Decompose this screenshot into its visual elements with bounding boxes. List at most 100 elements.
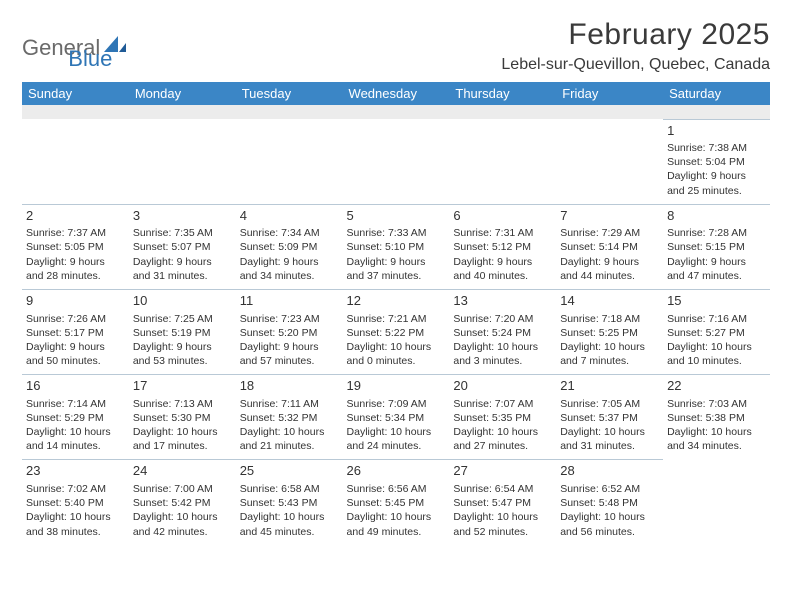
day-header-thursday: Thursday: [449, 82, 556, 105]
calendar-cell: 15Sunrise: 7:16 AMSunset: 5:27 PMDayligh…: [663, 289, 770, 374]
calendar-cell: [236, 119, 343, 204]
calendar-week-row: 1Sunrise: 7:38 AMSunset: 5:04 PMDaylight…: [22, 119, 770, 204]
sunset-text: Sunset: 5:38 PM: [667, 411, 766, 425]
sunrise-text: Sunrise: 7:16 AM: [667, 312, 766, 326]
calendar-cell: 6Sunrise: 7:31 AMSunset: 5:12 PMDaylight…: [449, 204, 556, 289]
sunrise-text: Sunrise: 7:13 AM: [133, 397, 232, 411]
day-header-tuesday: Tuesday: [236, 82, 343, 105]
sunrise-text: Sunrise: 7:35 AM: [133, 226, 232, 240]
calendar-week-row: 23Sunrise: 7:02 AMSunset: 5:40 PMDayligh…: [22, 460, 770, 545]
calendar-cell: 24 Sunrise: 7:00 AMSunset: 5:42 PMDayligh…: [129, 460, 236, 545]
sunrise-text: Sunrise: 7:18 AM: [560, 312, 659, 326]
day-header-saturday: Saturday: [663, 82, 770, 105]
calendar-cell: 25Sunrise: 6:58 AMSunset: 5:43 PMDayligh…: [236, 460, 343, 545]
daylight-text: Daylight: 10 hours and 7 minutes.: [560, 340, 659, 368]
day-number: 7: [560, 207, 659, 225]
sunset-text: Sunset: 5:40 PM: [26, 496, 125, 510]
calendar-cell: 26Sunrise: 6:56 AMSunset: 5:45 PMDayligh…: [343, 460, 450, 545]
calendar-cell: 27Sunrise: 6:54 AMSunset: 5:47 PMDayligh…: [449, 460, 556, 545]
sunrise-text: Sunrise: 7:03 AM: [667, 397, 766, 411]
day-number: 6: [453, 207, 552, 225]
day-number: 25: [240, 462, 339, 480]
sunset-text: Sunset: 5:05 PM: [26, 240, 125, 254]
day-number: 9: [26, 292, 125, 310]
sunrise-text: Sunrise: 7:33 AM: [347, 226, 446, 240]
daylight-text: Daylight: 10 hours and 45 minutes.: [240, 510, 339, 538]
sunrise-text: Sunrise: 7:38 AM: [667, 141, 766, 155]
calendar-cell: [129, 119, 236, 204]
day-number: 24: [133, 462, 232, 480]
day-number: 23: [26, 462, 125, 480]
calendar-cell: 17Sunrise: 7:13 AMSunset: 5:30 PMDayligh…: [129, 375, 236, 460]
sunrise-text: Sunrise: 6:52 AM: [560, 482, 659, 496]
day-number: 27: [453, 462, 552, 480]
daylight-text: Daylight: 10 hours and 56 minutes.: [560, 510, 659, 538]
sunrise-text: Sunrise: 7:02 AM: [26, 482, 125, 496]
calendar-cell: 12Sunrise: 7:21 AMSunset: 5:22 PMDayligh…: [343, 289, 450, 374]
sunset-text: Sunset: 5:29 PM: [26, 411, 125, 425]
daylight-text: Daylight: 10 hours and 3 minutes.: [453, 340, 552, 368]
calendar-week-row: 2Sunrise: 7:37 AMSunset: 5:05 PMDaylight…: [22, 204, 770, 289]
sunset-text: Sunset: 5:25 PM: [560, 326, 659, 340]
day-number: 22: [667, 377, 766, 395]
calendar-cell: 14Sunrise: 7:18 AMSunset: 5:25 PMDayligh…: [556, 289, 663, 374]
daylight-text: Daylight: 10 hours and 0 minutes.: [347, 340, 446, 368]
sunrise-text: Sunrise: 7:21 AM: [347, 312, 446, 326]
calendar-cell: [663, 460, 770, 545]
logo: General Blue: [22, 24, 112, 72]
daylight-text: Daylight: 10 hours and 42 minutes.: [133, 510, 232, 538]
calendar-cell: 7Sunrise: 7:29 AMSunset: 5:14 PMDaylight…: [556, 204, 663, 289]
day-number: 2: [26, 207, 125, 225]
sunset-text: Sunset: 5:17 PM: [26, 326, 125, 340]
sunset-text: Sunset: 5:42 PM: [133, 496, 232, 510]
sunset-text: Sunset: 5:24 PM: [453, 326, 552, 340]
calendar-cell: [449, 119, 556, 204]
daylight-text: Daylight: 9 hours and 40 minutes.: [453, 255, 552, 283]
sunset-text: Sunset: 5:04 PM: [667, 155, 766, 169]
calendar-cell: [556, 119, 663, 204]
sunset-text: Sunset: 5:12 PM: [453, 240, 552, 254]
daylight-text: Daylight: 10 hours and 27 minutes.: [453, 425, 552, 453]
day-number: 8: [667, 207, 766, 225]
sunrise-text: Sunrise: 7:00 AM: [133, 482, 232, 496]
day-number: 10: [133, 292, 232, 310]
sunrise-text: Sunrise: 7:28 AM: [667, 226, 766, 240]
calendar-cell: 22 Sunrise: 7:03 AMSunset: 5:38 PMDayligh…: [663, 375, 770, 460]
month-title: February 2025: [501, 18, 770, 52]
calendar-cell: 16Sunrise: 7:14 AMSunset: 5:29 PMDayligh…: [22, 375, 129, 460]
sunrise-text: Sunrise: 7:20 AM: [453, 312, 552, 326]
sunrise-text: Sunrise: 6:56 AM: [347, 482, 446, 496]
sunrise-text: Sunrise: 7:31 AM: [453, 226, 552, 240]
calendar-cell: 10Sunrise: 7:25 AMSunset: 5:19 PMDayligh…: [129, 289, 236, 374]
day-number: 19: [347, 377, 446, 395]
daylight-text: Daylight: 10 hours and 17 minutes.: [133, 425, 232, 453]
daylight-text: Daylight: 10 hours and 10 minutes.: [667, 340, 766, 368]
day-number: 18: [240, 377, 339, 395]
calendar-cell: 2Sunrise: 7:37 AMSunset: 5:05 PMDaylight…: [22, 204, 129, 289]
day-number: 28: [560, 462, 659, 480]
sunset-text: Sunset: 5:45 PM: [347, 496, 446, 510]
sunrise-text: Sunrise: 7:09 AM: [347, 397, 446, 411]
daylight-text: Daylight: 9 hours and 47 minutes.: [667, 255, 766, 283]
day-number: 13: [453, 292, 552, 310]
daylight-text: Daylight: 10 hours and 38 minutes.: [26, 510, 125, 538]
daylight-text: Daylight: 10 hours and 34 minutes.: [667, 425, 766, 453]
sunset-text: Sunset: 5:27 PM: [667, 326, 766, 340]
calendar-cell: [22, 119, 129, 204]
day-number: 20: [453, 377, 552, 395]
calendar-week-row: 16Sunrise: 7:14 AMSunset: 5:29 PMDayligh…: [22, 375, 770, 460]
calendar-cell: 19Sunrise: 7:09 AMSunset: 5:34 PMDayligh…: [343, 375, 450, 460]
blank-spacer-row: [22, 105, 770, 119]
daylight-text: Daylight: 10 hours and 52 minutes.: [453, 510, 552, 538]
calendar-cell: 1Sunrise: 7:38 AMSunset: 5:04 PMDaylight…: [663, 119, 770, 204]
day-header-sunday: Sunday: [22, 82, 129, 105]
daylight-text: Daylight: 9 hours and 31 minutes.: [133, 255, 232, 283]
calendar-table: Sunday Monday Tuesday Wednesday Thursday…: [22, 82, 770, 545]
day-number: 3: [133, 207, 232, 225]
calendar-cell: 8Sunrise: 7:28 AMSunset: 5:15 PMDaylight…: [663, 204, 770, 289]
sunrise-text: Sunrise: 6:54 AM: [453, 482, 552, 496]
calendar-cell: 9Sunrise: 7:26 AMSunset: 5:17 PMDaylight…: [22, 289, 129, 374]
day-number: 5: [347, 207, 446, 225]
sunrise-text: Sunrise: 7:07 AM: [453, 397, 552, 411]
sunset-text: Sunset: 5:09 PM: [240, 240, 339, 254]
